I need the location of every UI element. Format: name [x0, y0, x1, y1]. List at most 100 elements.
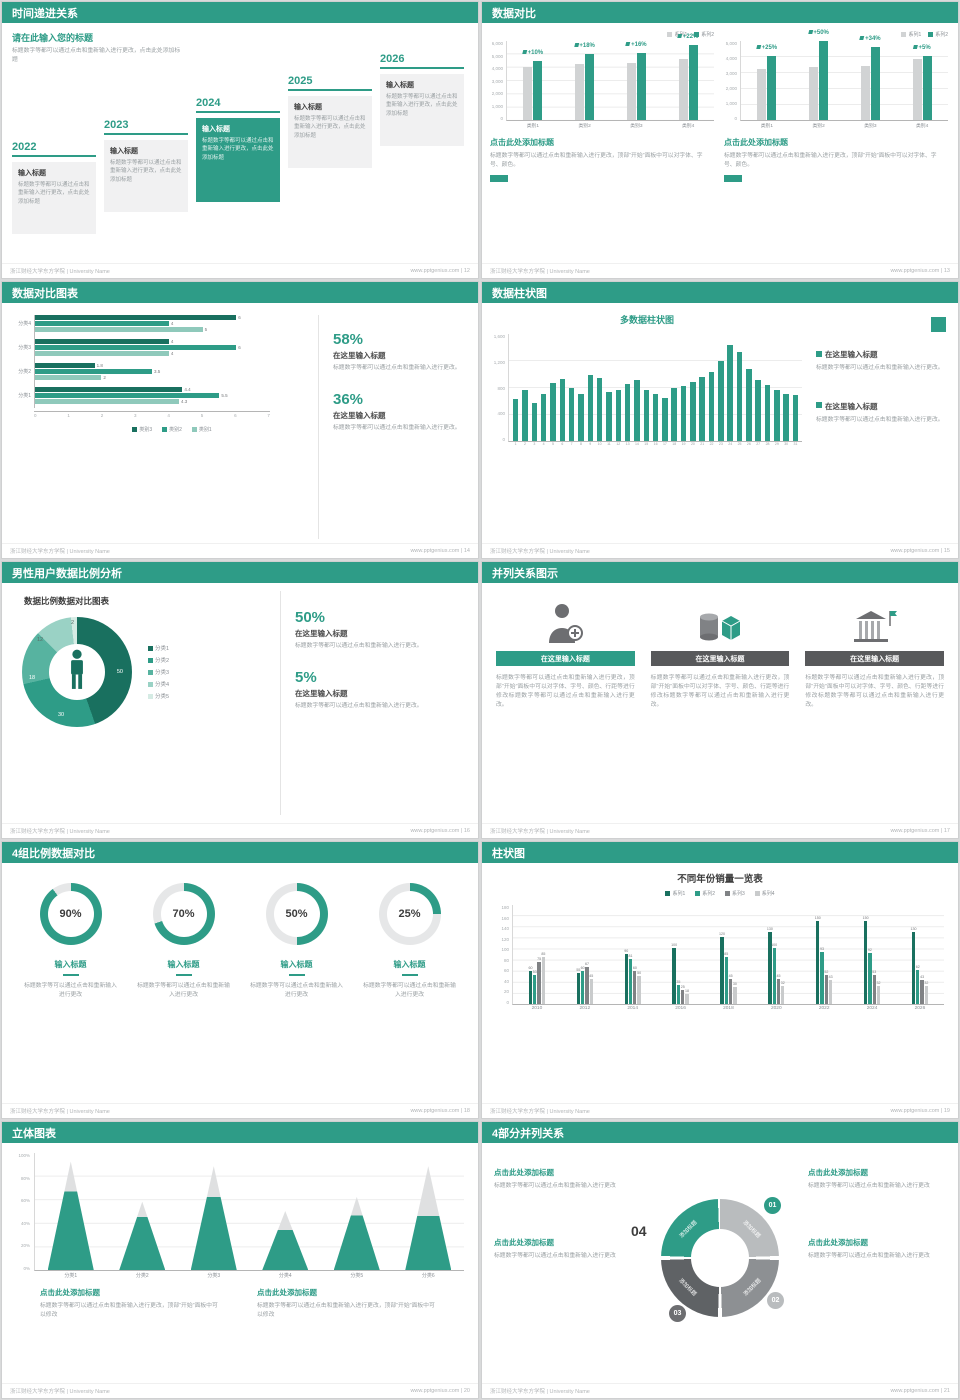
slide-header: 男性用户数据比例分析 — [2, 562, 478, 583]
cone — [333, 1196, 380, 1270]
vb-val: 81 — [628, 954, 633, 958]
vb-group: +34% 类别3 — [860, 36, 881, 129]
legend-label: 系列4 — [761, 891, 775, 897]
cone-slot: 分类4 — [262, 1153, 309, 1279]
vb-x: 类别3 — [864, 124, 877, 129]
vb-ytick: 4,000 — [491, 66, 503, 71]
cones-plot: 分类1 分类2 分类3 分类4 分类5 分类6 — [34, 1153, 464, 1279]
accent-square — [931, 317, 946, 332]
col-x: 25 — [737, 442, 742, 446]
slide-preview-12[interactable]: 时间递进关系 请在此输入您的标题 标题数字等都可以通过点击和重新输入进行更改，点… — [1, 1, 479, 279]
slide-preview-13[interactable]: 数据对比 系列1 系列2 6,000 5,000 4,000 3,000 2,000 1,… — [481, 1, 959, 279]
slide-preview-21[interactable]: 4部分并列关系 点击此处添加标题 标题数字等都可以通过点击和重新输入进行更改 点… — [481, 1121, 959, 1399]
vb-bar: 67 — [585, 962, 589, 1004]
vb-ytick: 2,000 — [725, 86, 737, 91]
slide-preview-20[interactable]: 立体图表 100% 80% 60% 40% 20% 0% 分类1 分类2 分类3 分类4 分类5 分类… — [1, 1121, 479, 1399]
vb-x: 类别3 — [630, 124, 643, 129]
vb-ytick: 0 — [734, 116, 737, 121]
vb-bar — [860, 65, 870, 120]
donut-gauge: 50% — [265, 883, 328, 945]
vb-ytick: 800 — [497, 385, 505, 391]
parallel-item: 在这里输入标题 标题数字等都可以通过点击和重新输入进行更改，顶部“开始”面板中可… — [496, 597, 635, 710]
block-heading: 点击此处添加标题 — [257, 1288, 317, 1297]
vb-bar: 45 — [776, 974, 780, 1004]
footer-url: www.pptgenius.com — [410, 548, 460, 554]
vb-bar: 60 — [633, 966, 637, 1004]
donut-chart: 50 30 18 12 2 — [22, 617, 132, 727]
vb-bar — [809, 67, 819, 120]
vb-pct: +18% — [574, 43, 595, 49]
hb-val: 4 — [170, 351, 174, 356]
hb-bar — [34, 315, 237, 320]
legend-item: 分类3 — [148, 668, 169, 676]
hb-lab: 分类1 — [18, 393, 31, 399]
col-bar — [624, 384, 631, 441]
legend-item: 系列1 — [665, 890, 685, 897]
slide-preview-17[interactable]: 并列关系图示 在这里输入标题 标题数字等都可以通过点击和重新输入进行更改，顶部“… — [481, 561, 959, 839]
cone-x: 分类4 — [278, 1273, 292, 1279]
slide-preview-16[interactable]: 男性用户数据比例分析 数据比例数据对比图表 50 — [1, 561, 479, 839]
gauge-block: 70% 输入标题 标题数字等都可以通过点击和重新输入进行更改 — [135, 883, 232, 1000]
vb-x: 类别1 — [526, 124, 540, 129]
col-slot: 8 — [576, 334, 585, 446]
legend-item: 系列4 — [754, 890, 775, 897]
col-bar — [746, 369, 752, 441]
vb-ytick: 0 — [506, 999, 509, 1005]
col-bar — [540, 393, 547, 441]
footer-sep: | — [459, 828, 464, 834]
col-bar — [764, 384, 771, 441]
slide-preview-18[interactable]: 4组比例数据对比 90% 输入标题 标题数字等可以通过点击和重新输入进行更改 7… — [1, 841, 479, 1119]
item-text: 标题数字等都可以通过点击和重新输入进行更改，顶部“开始”面板中可以对字体、字号、… — [496, 675, 635, 708]
vb-val: 50 — [637, 971, 642, 976]
vb-val: 60 — [580, 965, 585, 970]
vb-val: 150 — [814, 915, 821, 920]
vb-val: 25 — [680, 985, 685, 990]
vb-bars: 90 81 60 50 — [624, 949, 642, 1004]
vb-bar: 55 — [576, 968, 580, 1004]
slide-preview-19[interactable]: 柱状图 不同年份销量一览表 系列1 系列2 系列3 系列4 180 160 140 1… — [481, 841, 959, 1119]
col-slot: 6 — [558, 334, 567, 446]
col-x: 20 — [690, 442, 695, 446]
slide-preview-15[interactable]: 数据柱状图 多数据柱状图 1,600 1,200 800 400 0 1 2 3 4 5 6 7 8 9 1… — [481, 281, 959, 559]
hb-barrow: 6 — [34, 345, 310, 350]
item-title-bar: 在这里输入标题 — [805, 651, 945, 666]
col-bar — [727, 345, 733, 441]
col-bar — [587, 374, 594, 441]
text-block: 点击此处添加标题 标题数字等都可以通过点击和重新输入进行更改 — [808, 1237, 946, 1261]
hb-xticks: 0 1 2 3 4 5 6 7 — [34, 411, 270, 418]
vb-bar: 53 — [533, 970, 537, 1004]
slide-title: 并列关系图示 — [492, 567, 558, 580]
slide-title: 数据对比图表 — [12, 287, 78, 300]
vb-val: 18 — [685, 989, 689, 993]
vb-plot: +10% 类别1 +18% 类别2 +16% 类别3 +22% 类别4 — [506, 34, 714, 129]
col-x: 10 — [597, 442, 602, 446]
hb-row: 分类1 4.4 5.5 4.3 — [10, 387, 310, 404]
timeline-card: 输入标题 标题数字等都可以通过点击和重新输入进行更改，点击此处添加标题 — [12, 162, 96, 234]
col-slot: 15 — [642, 334, 651, 446]
gauge-text: 标题数字等都可以通过点击和重新输入进行更改 — [137, 983, 230, 998]
stats-column: 50% 在这里输入标题 标题数字等都可以通过点击和重新输入进行更改。 5% 在这… — [280, 591, 468, 815]
accent-chip — [724, 174, 742, 182]
cone-x: 分类6 — [421, 1273, 435, 1279]
col-slot: 7 — [567, 334, 576, 446]
vb-bars: 120 85 45 30 — [719, 932, 737, 1004]
legend-swatch — [667, 31, 673, 37]
col-slot: 26 — [744, 334, 753, 446]
stat-text: 标题数字等都可以通过点击和重新输入进行更改。 — [295, 643, 423, 649]
footer-sep: | — [939, 268, 944, 274]
vb-bar — [870, 47, 880, 120]
vb-pct: +50% — [808, 30, 829, 36]
vb-x: 2018 — [723, 1006, 734, 1011]
footer-org: 浙江财经大学东方学院 | University Name — [10, 1109, 110, 1115]
vb-group: +22% 类别4 — [678, 34, 698, 129]
item-title-bar: 在这里输入标题 — [650, 651, 790, 666]
vb-bar — [533, 61, 543, 120]
col-bar — [531, 403, 538, 441]
slide-preview-14[interactable]: 数据对比图表 分类4 6 4 5 分类3 4 6 4 分类2 1.8 3.5 2 分类1 4.4 5.5 4.… — [1, 281, 479, 559]
legend-swatch — [191, 427, 197, 432]
vb-val: 30 — [732, 982, 737, 987]
hb-bar — [34, 327, 203, 332]
vb-bar — [922, 56, 932, 120]
hb-xtick: 3 — [134, 413, 137, 418]
